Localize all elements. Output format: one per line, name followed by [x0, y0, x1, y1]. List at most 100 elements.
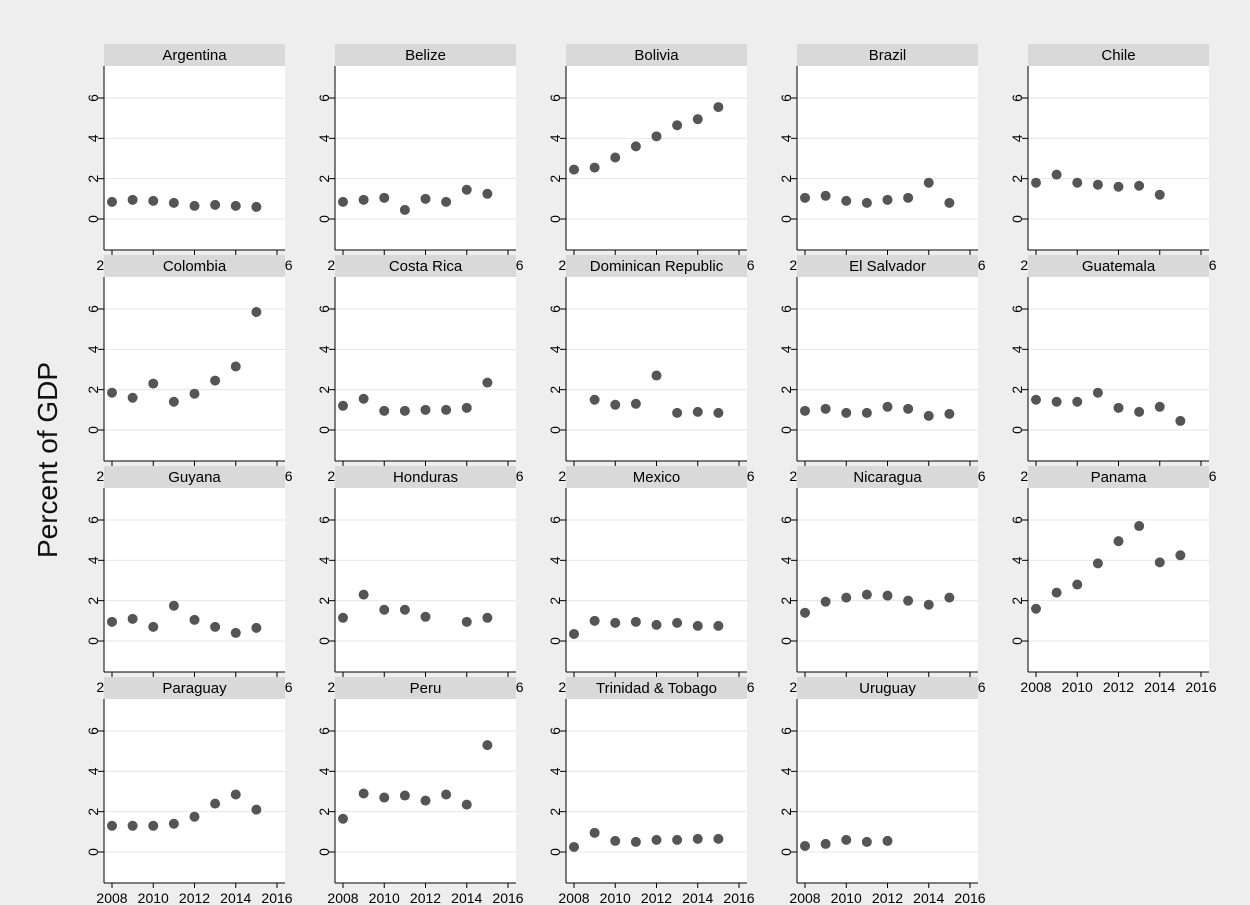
y-tick-label: 6 [85, 305, 101, 313]
data-point [630, 141, 641, 152]
y-tick-label: 2 [1009, 597, 1025, 605]
x-tick-label: 2016 [1185, 679, 1216, 695]
panel-title: Paraguay [162, 680, 227, 697]
data-point [1031, 177, 1041, 188]
data-point [651, 131, 662, 142]
data-point [379, 792, 390, 803]
y-tick-label: 6 [1009, 305, 1025, 313]
data-point [210, 798, 221, 809]
x-tick-label: 2010 [369, 890, 400, 905]
plot-area [797, 277, 978, 461]
y-tick-label: 2 [85, 808, 101, 816]
data-point [651, 834, 662, 845]
y-tick-label: 4 [85, 345, 101, 353]
y-tick-label: 4 [547, 345, 563, 353]
panel-strip [104, 466, 285, 488]
data-point [923, 177, 934, 188]
panel-strip [566, 677, 747, 699]
data-point [923, 410, 934, 421]
data-point [861, 589, 872, 600]
data-point [610, 399, 621, 410]
panel-argentina: Argentina024620082010201220142016 [85, 44, 293, 273]
data-point [1051, 396, 1062, 407]
panel-dominican-republic: Dominican Republic0246200820102012201420… [547, 255, 755, 484]
data-point [800, 840, 810, 851]
data-point [230, 789, 241, 800]
y-tick-label: 4 [1009, 134, 1025, 142]
data-point [1175, 415, 1186, 426]
data-point [882, 194, 893, 205]
panel-strip [104, 44, 285, 66]
data-point [358, 589, 369, 600]
data-point [230, 200, 241, 211]
data-point [820, 190, 831, 201]
data-point [420, 611, 431, 622]
data-point [399, 204, 410, 215]
data-point [569, 164, 579, 175]
y-tick-label: 4 [316, 134, 332, 142]
data-point [1154, 401, 1165, 412]
plot-area [104, 277, 285, 461]
data-point [1134, 521, 1145, 532]
data-point [107, 196, 117, 207]
data-point [168, 197, 179, 208]
x-tick-label: 2010 [138, 890, 169, 905]
y-tick-label: 2 [316, 597, 332, 605]
y-tick-label: 2 [1009, 175, 1025, 183]
y-tick-label: 0 [316, 637, 332, 645]
panel-title: Costa Rica [389, 258, 463, 275]
panel-title: Chile [1101, 47, 1135, 64]
data-point [692, 833, 703, 844]
panel-strip [1028, 255, 1209, 277]
x-tick-label: 2014 [451, 890, 482, 905]
data-point [127, 820, 138, 831]
panel-title: Honduras [393, 469, 458, 486]
panel-strip [335, 466, 516, 488]
data-point [482, 188, 493, 199]
panel-nicaragua: Nicaragua024620082010201220142016 [778, 466, 986, 695]
data-point [651, 370, 662, 381]
panel-title: Mexico [633, 469, 681, 486]
data-point [148, 195, 159, 206]
y-tick-label: 0 [547, 848, 563, 856]
x-tick-label: 2008 [1020, 679, 1051, 695]
panel-title: Belize [405, 47, 446, 64]
data-point [841, 407, 852, 418]
data-point [1072, 396, 1083, 407]
data-point [189, 388, 200, 399]
y-tick-label: 0 [316, 426, 332, 434]
panel-title: El Salvador [849, 258, 926, 275]
data-point [882, 590, 893, 601]
y-tick-label: 4 [316, 556, 332, 564]
y-tick-label: 2 [547, 597, 563, 605]
data-point [820, 403, 831, 414]
data-point [610, 617, 621, 628]
y-tick-label: 0 [778, 848, 794, 856]
y-tick-label: 6 [85, 516, 101, 524]
y-tick-label: 4 [547, 556, 563, 564]
data-point [1051, 169, 1062, 180]
data-point [338, 612, 348, 623]
data-point [127, 392, 138, 403]
y-tick-label: 6 [316, 94, 332, 102]
y-tick-label: 0 [85, 637, 101, 645]
y-tick-label: 4 [85, 134, 101, 142]
panel-strip [104, 677, 285, 699]
data-point [168, 396, 179, 407]
panel-title: Trinidad & Tobago [596, 680, 717, 697]
panel-strip [797, 466, 978, 488]
panel-strip [335, 255, 516, 277]
panel-strip [566, 44, 747, 66]
panel-el-salvador: El Salvador024620082010201220142016 [778, 255, 986, 484]
data-point [630, 398, 641, 409]
data-point [461, 799, 472, 810]
data-point [944, 408, 955, 419]
panel-title: Peru [410, 680, 442, 697]
panel-strip [566, 255, 747, 277]
y-tick-label: 2 [85, 386, 101, 394]
y-tick-label: 0 [85, 848, 101, 856]
y-tick-label: 0 [1009, 215, 1025, 223]
data-point [1134, 406, 1145, 417]
